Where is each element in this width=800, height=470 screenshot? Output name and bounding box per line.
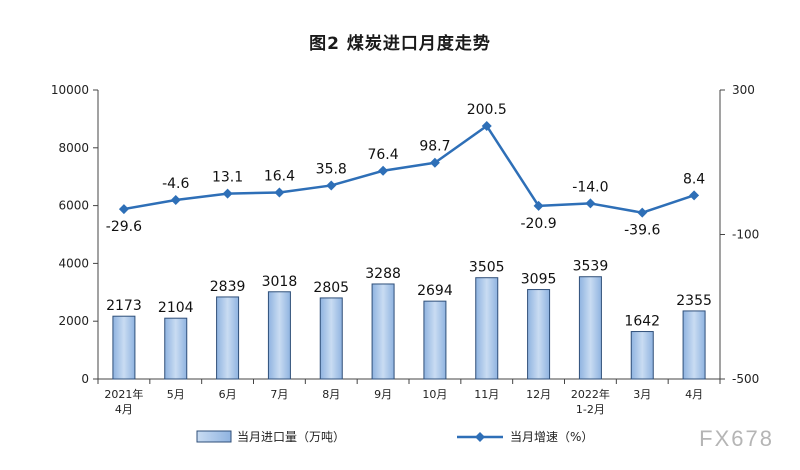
y-right-tick-label: -100 bbox=[732, 228, 759, 242]
x-tick-label: 4月 bbox=[115, 403, 133, 416]
bar-value-label: 1642 bbox=[624, 314, 660, 330]
line-point bbox=[378, 165, 389, 176]
chart-title: 图2 煤炭进口月度走势 bbox=[309, 34, 491, 54]
bar bbox=[371, 283, 395, 380]
legend-bar-swatch bbox=[196, 430, 232, 443]
bar-value-label: 2694 bbox=[417, 283, 453, 299]
legend-line-marker bbox=[475, 432, 485, 442]
line-value-label: 76.4 bbox=[367, 147, 398, 163]
bar-value-label: 2805 bbox=[313, 280, 349, 296]
bar bbox=[267, 291, 291, 380]
y-left-tick-label: 4000 bbox=[58, 256, 89, 270]
y-left-tick-label: 6000 bbox=[58, 199, 89, 213]
x-axis-labels: 2021年 4月 5月 6月 7月 8月 9月 10月 11月 12月 2022年 1-2月 3月 4月 bbox=[104, 387, 703, 416]
bar bbox=[319, 297, 343, 380]
y-left-tick-label: 2000 bbox=[58, 314, 89, 328]
y-left-tick-label: 0 bbox=[81, 372, 89, 386]
line-value-label: -20.9 bbox=[520, 216, 556, 232]
line-point bbox=[222, 188, 233, 199]
x-tick-label: 1-2月 bbox=[576, 403, 605, 416]
bar-value-label: 3095 bbox=[521, 272, 557, 288]
x-tick-label: 4月 bbox=[685, 388, 703, 401]
x-tick-label: 7月 bbox=[270, 388, 288, 401]
bar bbox=[682, 310, 706, 380]
bar-value-label: 2355 bbox=[676, 293, 712, 309]
line-value-label: 98.7 bbox=[419, 139, 450, 155]
bar bbox=[578, 276, 602, 380]
legend-bar-label: 当月进口量（万吨） bbox=[237, 430, 345, 444]
x-tick-label: 2022年 bbox=[571, 387, 610, 401]
bar-value-label: 3288 bbox=[365, 266, 401, 282]
x-tick-label: 6月 bbox=[219, 388, 237, 401]
line-value-label: -29.6 bbox=[106, 219, 142, 235]
bar bbox=[475, 277, 499, 380]
bar bbox=[630, 331, 654, 380]
y-left-tick-label: 8000 bbox=[58, 141, 89, 155]
legend-line-label: 当月增速（%） bbox=[510, 430, 593, 444]
line-value-label: -39.6 bbox=[624, 223, 660, 239]
line-value-label: 16.4 bbox=[264, 168, 295, 184]
line-path bbox=[123, 124, 695, 214]
x-tick-label: 2021年 bbox=[104, 387, 143, 401]
axes: 0 2000 4000 6000 8000 10000 -500 -100 300 bbox=[51, 83, 759, 386]
line-point bbox=[481, 120, 492, 131]
line-point bbox=[429, 157, 440, 168]
bar-value-label: 2104 bbox=[158, 300, 194, 316]
line-point bbox=[585, 198, 596, 209]
watermark: FX678 bbox=[699, 426, 774, 451]
bar-value-label: 3539 bbox=[573, 259, 609, 275]
x-tick-label: 3月 bbox=[633, 388, 651, 401]
line-series bbox=[118, 120, 700, 218]
bar-value-label: 2173 bbox=[106, 298, 142, 314]
line-value-label: -14.0 bbox=[572, 179, 608, 195]
line-point bbox=[689, 190, 700, 201]
bar bbox=[164, 317, 188, 380]
x-tick-label: 5月 bbox=[167, 388, 185, 401]
line-value-label: 200.5 bbox=[467, 102, 507, 118]
data-labels: 2173 2104 2839 3018 2805 3288 2694 3505 3095 3539… bbox=[106, 102, 712, 330]
line-point bbox=[326, 180, 337, 191]
bar bbox=[216, 296, 240, 380]
line-value-label: 13.1 bbox=[212, 170, 243, 186]
line-point bbox=[533, 200, 544, 211]
bar bbox=[423, 300, 447, 380]
line-value-label: 8.4 bbox=[683, 171, 705, 187]
y-left-tick-label: 10000 bbox=[51, 83, 89, 97]
x-tick-label: 9月 bbox=[374, 388, 392, 401]
line-value-label: 35.8 bbox=[316, 161, 347, 177]
x-tick-label: 8月 bbox=[322, 388, 340, 401]
x-tick-label: 11月 bbox=[474, 388, 499, 401]
x-tick-label: 10月 bbox=[422, 388, 447, 401]
bar-series bbox=[112, 276, 706, 380]
line-value-label: -4.6 bbox=[162, 176, 189, 192]
y-right-tick-label: 300 bbox=[732, 83, 755, 97]
line-point bbox=[170, 195, 181, 206]
bar bbox=[527, 289, 551, 380]
bar-value-label: 3018 bbox=[262, 274, 298, 290]
bar-value-label: 2839 bbox=[210, 279, 246, 295]
line-point bbox=[637, 207, 648, 218]
line-point bbox=[118, 204, 129, 215]
bar-value-label: 3505 bbox=[469, 260, 505, 276]
bar bbox=[112, 315, 136, 380]
y-right-tick-label: -500 bbox=[732, 372, 759, 386]
x-tick-label: 12月 bbox=[526, 388, 551, 401]
line-point bbox=[274, 187, 285, 198]
legend: 当月进口量（万吨） 当月增速（%） bbox=[196, 430, 593, 444]
